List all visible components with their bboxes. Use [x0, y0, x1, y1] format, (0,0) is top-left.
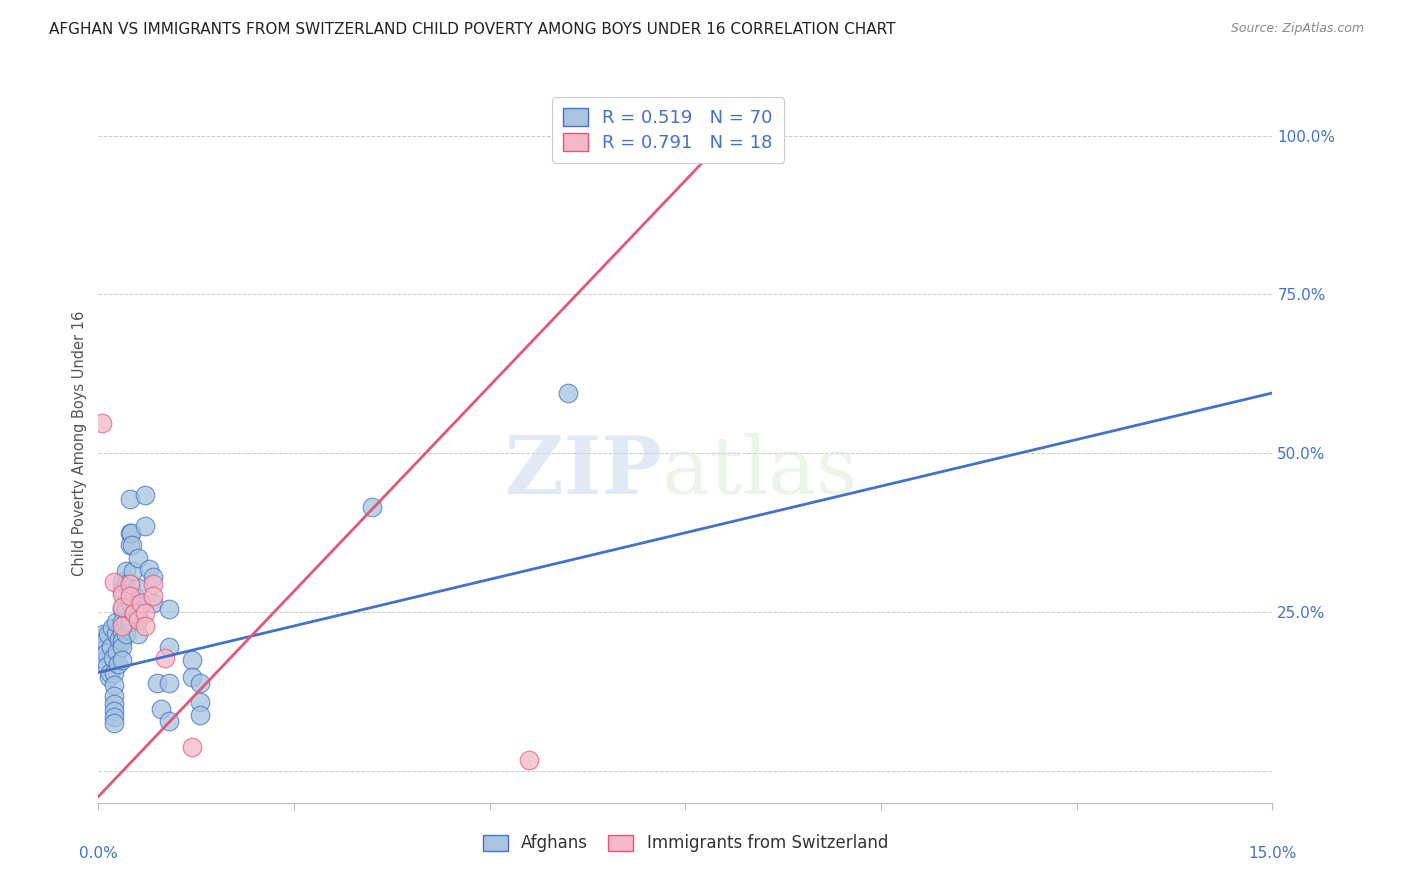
Point: [134, 487, 156, 501]
Text: atlas: atlas: [662, 434, 858, 511]
Point: [188, 695, 211, 709]
Point: [557, 386, 579, 401]
Text: ZIP: ZIP: [505, 434, 662, 511]
Point: [120, 525, 142, 540]
Point: [118, 491, 141, 506]
Point: [103, 698, 125, 712]
Point: [103, 704, 125, 718]
Point: [100, 640, 122, 654]
Point: [127, 607, 149, 621]
Point: [111, 640, 134, 654]
Point: [118, 538, 141, 552]
Legend: Afghans, Immigrants from Switzerland: Afghans, Immigrants from Switzerland: [477, 828, 894, 859]
Point: [114, 615, 136, 629]
Point: [103, 665, 125, 680]
Point: [142, 576, 165, 591]
Point: [517, 753, 540, 767]
Point: [111, 587, 134, 601]
Point: [142, 589, 165, 603]
Point: [100, 621, 122, 635]
Point: [127, 551, 149, 566]
Point: [118, 525, 141, 540]
Point: [157, 714, 180, 729]
Point: [103, 689, 125, 703]
Point: [105, 644, 128, 658]
Point: [96, 659, 118, 673]
Point: [111, 619, 134, 633]
Point: [122, 607, 145, 621]
Point: [91, 640, 114, 654]
Point: [118, 615, 141, 629]
Text: 0.0%: 0.0%: [79, 846, 118, 861]
Point: [157, 676, 180, 690]
Point: [105, 615, 128, 629]
Point: [131, 596, 153, 610]
Point: [107, 632, 129, 646]
Point: [107, 657, 129, 672]
Point: [150, 702, 173, 716]
Point: [111, 653, 134, 667]
Point: [142, 596, 165, 610]
Point: [111, 633, 134, 648]
Point: [103, 574, 125, 589]
Point: [111, 625, 134, 640]
Point: [98, 665, 121, 680]
Point: [114, 564, 136, 578]
Point: [181, 653, 204, 667]
Point: [103, 678, 125, 692]
Text: 15.0%: 15.0%: [1249, 846, 1296, 861]
Point: [114, 627, 136, 641]
Point: [118, 576, 141, 591]
Point: [111, 574, 134, 589]
Point: [127, 627, 149, 641]
Point: [97, 670, 120, 684]
Point: [188, 676, 211, 690]
Point: [101, 651, 124, 665]
Point: [104, 627, 127, 641]
Point: [181, 739, 204, 754]
Point: [122, 589, 145, 603]
Point: [118, 589, 141, 603]
Point: [114, 576, 136, 591]
Point: [93, 653, 115, 667]
Point: [675, 128, 697, 143]
Point: [157, 602, 180, 616]
Point: [124, 607, 146, 621]
Point: [361, 500, 384, 515]
Point: [121, 564, 143, 578]
Point: [146, 676, 169, 690]
Point: [134, 619, 156, 633]
Point: [118, 596, 141, 610]
Point: [97, 627, 120, 641]
Text: AFGHAN VS IMMIGRANTS FROM SWITZERLAND CHILD POVERTY AMONG BOYS UNDER 16 CORRELAT: AFGHAN VS IMMIGRANTS FROM SWITZERLAND CH…: [49, 22, 896, 37]
Point: [157, 640, 180, 654]
Point: [94, 633, 117, 648]
Point: [111, 615, 134, 629]
Point: [188, 708, 211, 723]
Point: [103, 716, 125, 731]
Point: [134, 607, 156, 621]
Point: [127, 581, 149, 595]
Point: [103, 710, 125, 724]
Point: [121, 538, 143, 552]
Point: [142, 570, 165, 584]
Point: [111, 602, 134, 616]
Point: [96, 647, 118, 661]
Point: [153, 651, 176, 665]
Point: [91, 416, 114, 430]
Text: Source: ZipAtlas.com: Source: ZipAtlas.com: [1230, 22, 1364, 36]
Point: [127, 613, 149, 627]
Point: [91, 627, 114, 641]
Y-axis label: Child Poverty Among Boys Under 16: Child Poverty Among Boys Under 16: [72, 311, 87, 576]
Point: [111, 600, 134, 615]
Point: [114, 602, 136, 616]
Point: [134, 519, 156, 533]
Point: [111, 582, 134, 597]
Point: [181, 670, 204, 684]
Point: [118, 576, 141, 591]
Point: [138, 562, 160, 576]
